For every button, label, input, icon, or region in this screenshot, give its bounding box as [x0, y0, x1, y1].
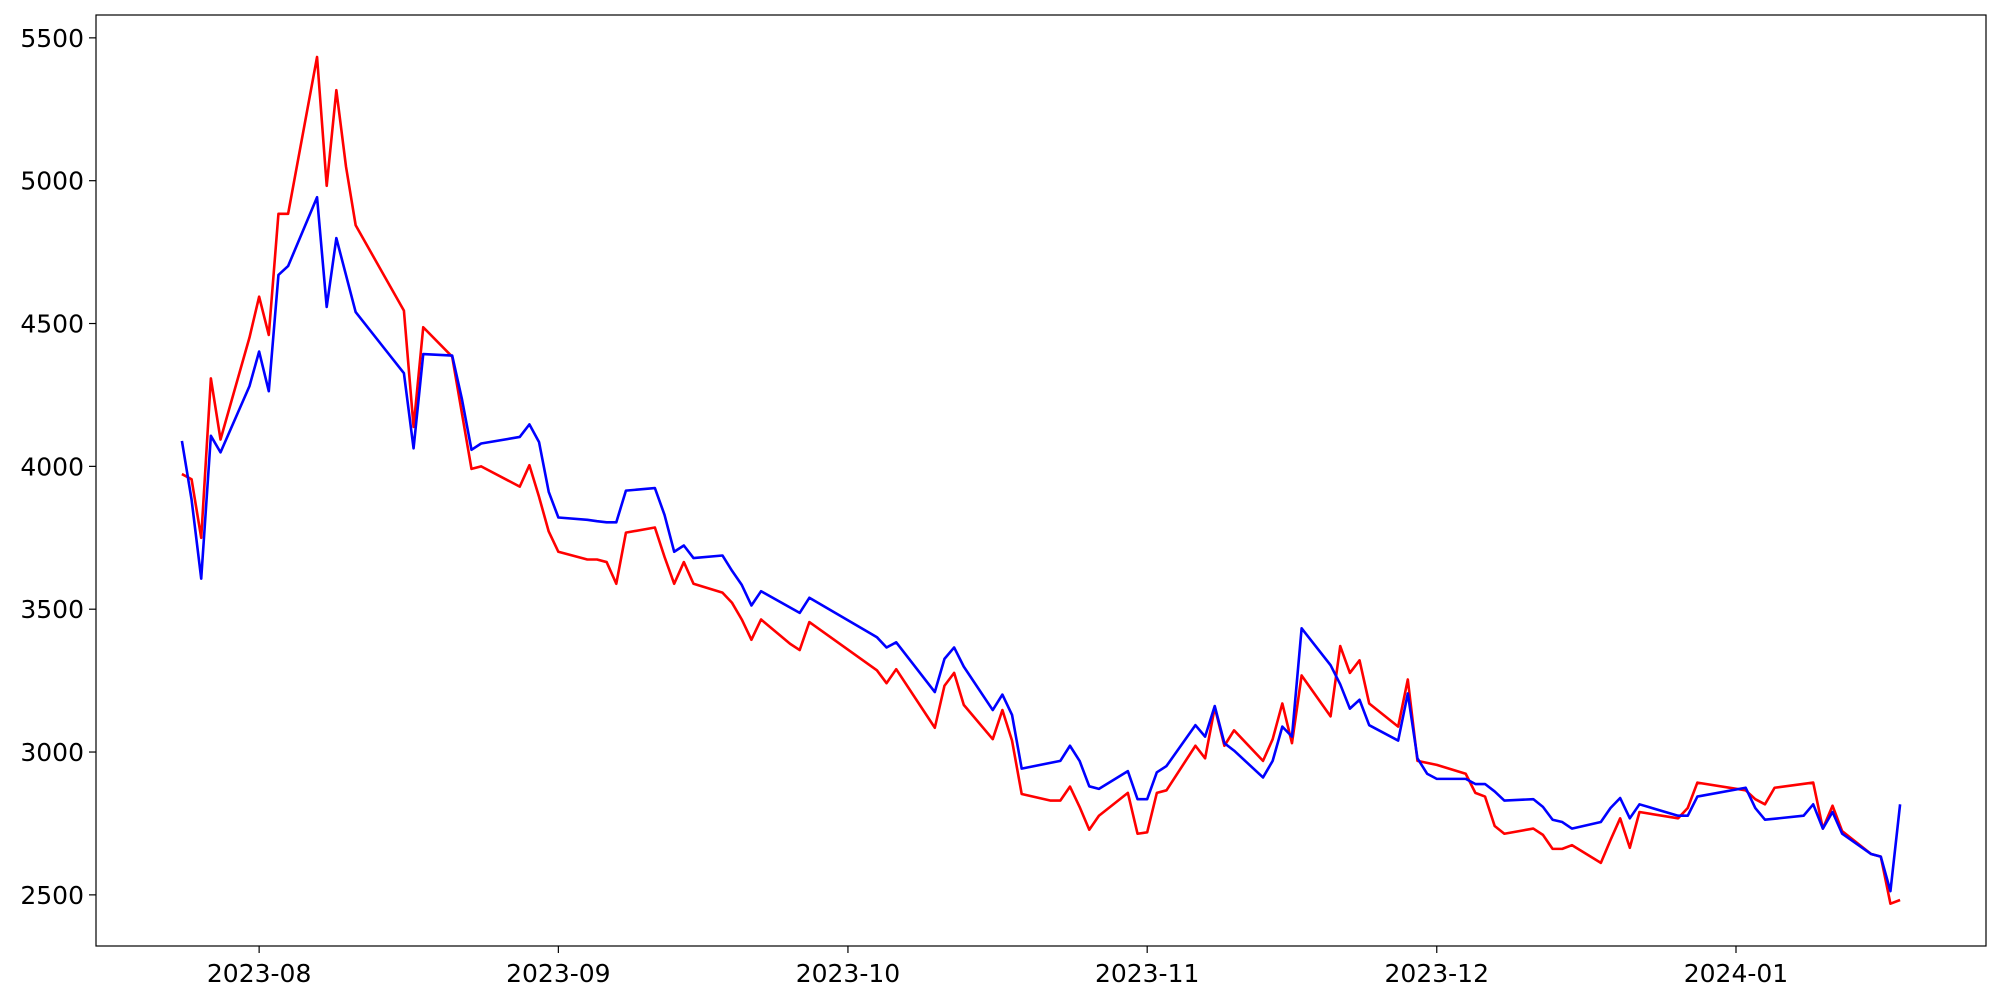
x-tick-label: 2023-09 — [506, 959, 610, 988]
plot-frame — [95, 14, 1987, 947]
data-line — [180, 195, 1902, 893]
y-tick-label: 5500 — [20, 24, 84, 53]
x-tick-label: 2023-11 — [1095, 959, 1199, 988]
data-line — [181, 55, 1901, 906]
y-tick-label: 3000 — [20, 738, 84, 767]
y-tick-label: 4500 — [20, 310, 84, 339]
y-tick-label: 4000 — [20, 452, 84, 481]
y-tick-label: 5000 — [20, 167, 84, 196]
x-tick-label: 2023-10 — [796, 959, 900, 988]
x-tick-label: 2024-01 — [1684, 959, 1788, 988]
y-tick-label: 2500 — [20, 881, 84, 910]
x-tick-label: 2023-08 — [207, 959, 311, 988]
y-tick-label: 3500 — [20, 595, 84, 624]
x-tick-label: 2023-12 — [1385, 959, 1489, 988]
